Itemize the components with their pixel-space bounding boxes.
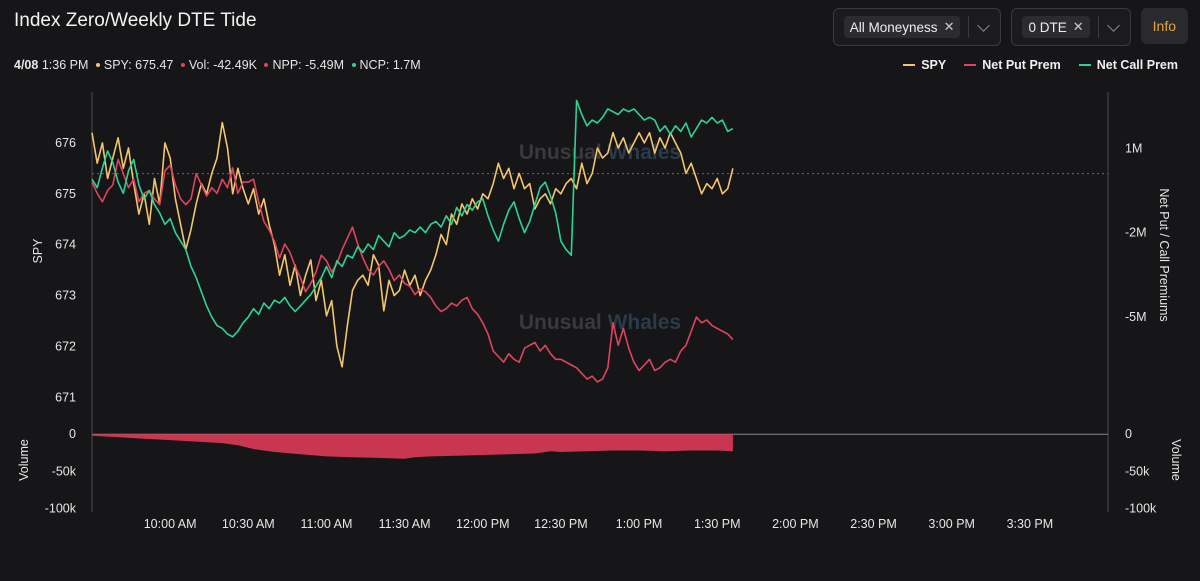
volume-tick-label: -50k [52,464,77,478]
x-tick-label: 11:30 AM [379,517,431,531]
volume-axis-label-right: Volume [1169,439,1183,481]
y-tick-label: 676 [55,136,76,150]
x-tick-label: 3:00 PM [928,517,975,531]
legend-label: Net Put Prem [982,58,1061,72]
clear-moneyness-icon[interactable]: ✕ [943,19,955,34]
legend-item-spy[interactable]: SPY [903,58,946,72]
x-tick-label: 3:30 PM [1007,517,1054,531]
legend-item-net-call[interactable]: Net Call Prem [1078,58,1178,72]
x-tick-label: 11:00 AM [301,517,353,531]
status-line: 4/08 1:36 PM SPY: 675.47 Vol: -42.49K NP… [14,58,421,72]
x-tick-label: 12:30 PM [534,517,588,531]
legend-swatch [1078,64,1091,66]
watermark-text: Unusual Whales [519,311,681,334]
npp-dot-icon [264,62,269,67]
x-tick-label: 1:30 PM [694,517,741,531]
clear-dte-icon[interactable]: ✕ [1072,19,1084,34]
net-put-line [91,158,734,383]
x-tick-label: 10:00 AM [144,517,197,531]
volume-tick-label: 0 [69,427,76,441]
legend-swatch [903,64,916,66]
x-tick-label: 2:00 PM [772,517,819,531]
y2-tick-label: 1M [1125,141,1142,155]
volume-axis-label: Volume [17,439,31,481]
ncp-dot-icon [351,62,356,67]
status-time: 1:36 PM [41,58,89,72]
status-date: 4/08 [14,58,39,72]
volume-tick-label: -100k [45,501,77,515]
moneyness-select[interactable]: All Moneyness ✕ [832,8,1002,46]
divider [968,16,970,38]
y-tick-label: 675 [55,187,76,201]
legend-label: Net Call Prem [1096,58,1178,72]
toolbar: All Moneyness ✕ 0 DTE ✕ Info [832,8,1188,46]
status-ncp: NCP: 1.7M [359,58,421,72]
volume-tick-label-right: -100k [1125,501,1157,515]
dte-label: 0 DTE [1028,19,1067,35]
status-npp: NPP: -5.49M [272,58,345,72]
spy-dot-icon [95,62,100,67]
volume-area [92,434,733,459]
y-tick-label: 672 [55,339,76,353]
y-tick-label: 673 [55,289,76,303]
y2-tick-label: -2M [1125,226,1147,240]
volume-tick-label-right: -50k [1125,464,1150,478]
net-call-line [91,99,734,338]
moneyness-chip: All Moneyness ✕ [843,16,961,38]
legend: SPY Net Put Prem Net Call Prem [903,58,1178,72]
y-tick-label: 674 [55,238,76,252]
legend-item-net-put[interactable]: Net Put Prem [964,58,1061,72]
dte-chip: 0 DTE ✕ [1022,16,1090,38]
divider [1097,16,1099,38]
y2-tick-label: -5M [1125,310,1147,324]
vol-dot-icon [180,62,185,67]
y2-axis-label: Net Put / Call Premiums [1157,188,1171,321]
info-button[interactable]: Info [1140,8,1188,44]
volume-tick-label-right: 0 [1125,427,1132,441]
page-title: Index Zero/Weekly DTE Tide [14,10,257,31]
dte-select[interactable]: 0 DTE ✕ [1011,8,1131,46]
x-tick-label: 2:30 PM [850,517,897,531]
status-vol: Vol: -42.49K [188,58,257,72]
x-tick-label: 10:30 AM [222,517,275,531]
spy-line [91,121,734,368]
legend-label: SPY [921,58,947,72]
x-tick-label: 1:00 PM [616,517,663,531]
status-spy: SPY: 675.47 [103,58,174,72]
y-axis-label: SPY [31,238,45,264]
moneyness-label: All Moneyness [849,19,938,35]
y-tick-label: 671 [55,390,76,404]
legend-swatch [964,64,977,66]
x-tick-label: 12:00 PM [456,517,510,531]
